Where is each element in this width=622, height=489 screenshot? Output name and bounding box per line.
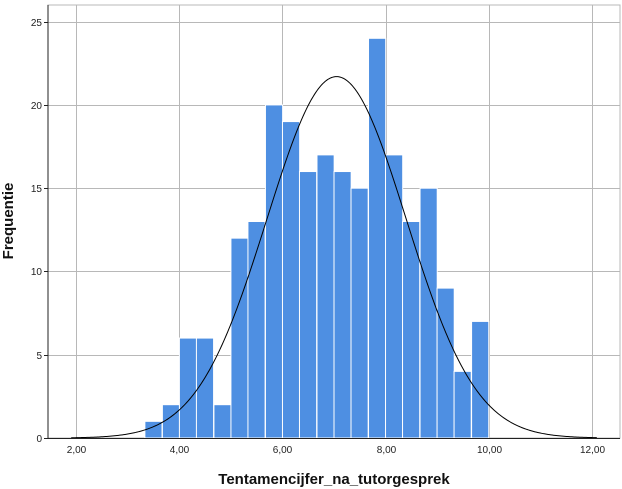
histogram-bar [195,337,215,439]
histogram-bar [247,221,266,439]
histogram-bar [281,121,301,439]
y-tick-label: 0 [36,434,42,445]
histogram-bar [298,171,318,439]
histogram-bar [230,237,249,439]
y-tick-label: 10 [31,267,43,278]
x-tick-label: 2,00 [67,445,87,456]
y-tick-label: 5 [36,351,42,362]
histogram-bar [178,337,198,439]
histogram-bar [213,404,232,439]
histogram-bar [368,37,387,439]
y-tick-label: 25 [31,18,43,29]
histogram-bar [385,154,404,439]
axes [44,5,620,439]
y-axis-title: Frequentie [0,183,17,260]
x-tick-label: 6,00 [273,445,293,456]
x-tick-label: 10,00 [477,445,502,456]
histogram-bar [161,404,181,439]
histogram-bar [264,104,284,439]
tick-labels: 2,00 4,00 6,00 8,00 10,00 12,00 0 5 10 15 20 25 [31,18,606,456]
x-tick-label: 8,00 [377,445,397,456]
x-axis-title: Tentamencijfer_na_tutorgesprek [218,471,450,488]
histogram-bar [436,287,455,439]
x-tick-label: 4,00 [170,445,190,456]
histogram-bars [144,37,490,439]
y-tick-label: 15 [31,184,43,195]
normal-curve [71,76,597,439]
histogram-bar [419,187,438,439]
histogram-bar [333,171,352,439]
histogram-bar [453,370,472,439]
histogram-bar [350,187,369,439]
histogram-bar [471,320,490,439]
x-tick-label: 12,00 [580,445,605,456]
y-tick-label: 20 [31,101,43,112]
normal-curve-layer [71,76,597,439]
histogram-bar [316,154,335,439]
